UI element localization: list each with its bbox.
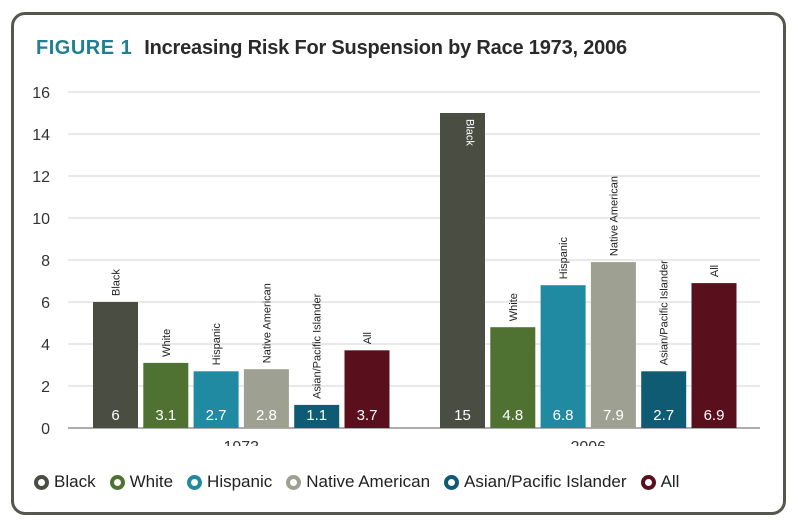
legend-swatch bbox=[640, 474, 656, 490]
data-label: 2.8 bbox=[256, 407, 277, 424]
data-label: 6 bbox=[111, 407, 119, 424]
legend-item: All bbox=[640, 472, 680, 492]
bar bbox=[490, 327, 536, 428]
legend-label: White bbox=[129, 472, 174, 491]
data-label: 3.1 bbox=[155, 407, 176, 424]
data-label: 3.7 bbox=[357, 407, 378, 424]
data-label: 6.8 bbox=[553, 407, 574, 424]
y-tick-label: 8 bbox=[41, 253, 50, 270]
data-label: 7.9 bbox=[603, 407, 624, 424]
bar-name-label: White bbox=[508, 293, 520, 321]
y-tick-label: 10 bbox=[32, 211, 50, 228]
bar bbox=[641, 371, 687, 428]
legend-swatch bbox=[187, 474, 203, 490]
y-tick-label: 12 bbox=[32, 169, 50, 186]
bar bbox=[193, 371, 239, 428]
bar bbox=[590, 262, 636, 428]
bar-name-label: Native American bbox=[261, 283, 273, 363]
bar-name-label: Black bbox=[464, 119, 476, 146]
legend-swatch bbox=[286, 474, 302, 490]
y-tick-label: 2 bbox=[41, 379, 50, 396]
legend-item: White bbox=[109, 472, 174, 492]
bar-name-label: Hispanic bbox=[211, 323, 223, 366]
bar-name-label: Native American bbox=[608, 176, 620, 256]
legend-swatch bbox=[109, 474, 125, 490]
legend-label: Native American bbox=[306, 472, 431, 491]
chart-title: FIGURE 1 Increasing Risk For Suspension b… bbox=[36, 37, 627, 60]
y-tick-label: 0 bbox=[41, 421, 50, 438]
bar bbox=[540, 285, 586, 428]
label-mask bbox=[20, 446, 775, 464]
bar bbox=[691, 283, 737, 428]
data-label: 1.1 bbox=[306, 407, 327, 424]
chart-frame bbox=[11, 12, 786, 515]
bar bbox=[440, 113, 485, 428]
legend-label: Black bbox=[54, 472, 96, 491]
bar bbox=[294, 404, 340, 428]
legend: Black White Hispanic Native American Asian/P… bbox=[34, 470, 679, 494]
data-label: 2.7 bbox=[206, 407, 227, 424]
bar-name-label: All bbox=[709, 265, 721, 277]
bar-name-label: Hispanic bbox=[558, 237, 570, 280]
bar-name-label: Asian/Pacific Islander bbox=[659, 260, 671, 365]
legend-item: Black bbox=[34, 472, 96, 492]
bar bbox=[243, 369, 289, 428]
bar-name-label: Black bbox=[111, 269, 123, 296]
bar-name-label: Asian/Pacific Islander bbox=[312, 293, 324, 398]
y-tick-label: 4 bbox=[41, 337, 50, 354]
data-label: 15 bbox=[454, 407, 471, 424]
legend-item: Hispanic bbox=[187, 472, 272, 492]
bar bbox=[93, 302, 138, 428]
title-text: Increasing Risk For Suspension by Race 1… bbox=[144, 37, 627, 59]
bar bbox=[143, 362, 189, 428]
legend-label: Asian/Pacific Islander bbox=[464, 472, 627, 491]
bar bbox=[344, 350, 390, 428]
figure-label: FIGURE 1 bbox=[36, 37, 133, 59]
legend-swatch bbox=[34, 474, 49, 490]
legend-item: Native American bbox=[286, 472, 430, 492]
data-label: 4.8 bbox=[502, 407, 523, 424]
legend-swatch bbox=[444, 474, 460, 490]
legend-label: All bbox=[660, 472, 680, 491]
y-tick-label: 14 bbox=[32, 127, 50, 144]
bar-name-label: White bbox=[161, 329, 173, 357]
legend-item: Asian/Pacific Islander bbox=[444, 472, 627, 492]
y-tick-label: 16 bbox=[32, 85, 50, 102]
data-label: 2.7 bbox=[653, 407, 674, 424]
bar-name-label: All bbox=[362, 332, 374, 344]
legend-label: Hispanic bbox=[207, 472, 273, 491]
data-label: 6.9 bbox=[704, 407, 725, 424]
y-tick-label: 6 bbox=[41, 295, 50, 312]
